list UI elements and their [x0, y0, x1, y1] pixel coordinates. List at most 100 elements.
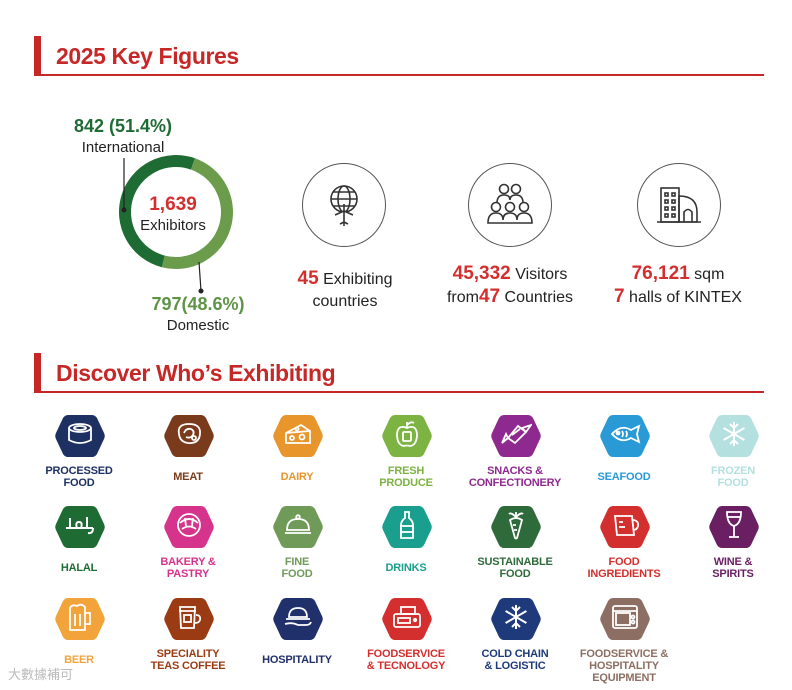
measuring-cup-icon	[599, 503, 651, 551]
key-figures-header: 2025 Key Figures	[34, 36, 764, 76]
category-frozen[interactable]: FROZEN FOOD	[678, 412, 788, 492]
beer-mug-icon	[54, 595, 106, 643]
category-label-line: DAIRY	[280, 471, 314, 483]
header-accent-bar	[34, 36, 41, 76]
visitors-label-2: Countries	[504, 289, 574, 306]
category-label: SUSTAINABLE FOOD	[460, 556, 570, 580]
category-label-line: INGREDIENTS	[587, 568, 661, 580]
visitors-label-1: Visitors	[515, 266, 568, 283]
venue-area-unit: sqm	[694, 266, 725, 283]
countries-label-2: countries	[312, 293, 378, 310]
category-label: BAKERY & PASTRY	[133, 556, 243, 580]
globe-plane-icon	[302, 163, 386, 247]
category-label-line: COLD CHAIN	[481, 648, 549, 660]
category-foodservice[interactable]: FOODSERVICE & HOSPITALITY EQUIPMENT	[569, 595, 679, 684]
category-label: COLD CHAIN & LOGISTIC	[460, 648, 570, 672]
exhibiting-title: Discover Who’s Exhibiting	[56, 360, 336, 386]
category-label: SEAFOOD	[569, 471, 679, 483]
category-label-line: SPECIALITY	[156, 648, 220, 660]
category-label-line: PASTRY	[166, 568, 210, 580]
category-label: BEER	[24, 654, 134, 666]
category-label-line: MEAT	[173, 471, 203, 483]
category-label: HALAL	[24, 562, 134, 574]
category-beer[interactable]: BEER	[24, 595, 134, 675]
category-sustainable[interactable]: SUSTAINABLE FOOD	[460, 503, 570, 583]
category-label-line: FOODSERVICE &	[579, 648, 669, 660]
category-label-line: FOOD	[281, 568, 313, 580]
category-label-line: HOSPITALITY	[262, 654, 332, 666]
category-label-line: FOOD	[63, 477, 95, 489]
category-drinks[interactable]: DRINKS	[351, 503, 461, 583]
oven-icon	[599, 595, 651, 643]
category-halal[interactable]: HALAL	[24, 503, 134, 583]
category-fresh[interactable]: FRESH PRODUCE	[351, 412, 461, 492]
category-label: FOOD INGREDIENTS	[569, 556, 679, 580]
exhibitor-total-label: Exhibitors	[140, 217, 206, 234]
venue-halls-number: 7	[614, 286, 625, 307]
category-fine[interactable]: FINE FOOD	[242, 503, 352, 583]
category-dairy[interactable]: DAIRY	[242, 412, 352, 492]
key-figures-title: 2025 Key Figures	[56, 43, 239, 69]
domestic-label: Domestic	[166, 317, 230, 334]
countries-label-1: Exhibiting	[323, 271, 393, 288]
category-speciality[interactable]: SPECIALITY TEAS COFFEE	[133, 595, 243, 675]
category-snacks[interactable]: SNACKS & CONFECTIONERY	[460, 412, 570, 492]
exhibiting-header: Discover Who’s Exhibiting	[34, 353, 764, 393]
serving-hand-icon	[272, 595, 324, 643]
venue-halls-label: halls of KINTEX	[629, 289, 742, 306]
exhibitor-total-value: 1,639	[149, 194, 197, 215]
halal-icon	[54, 503, 106, 551]
domestic-leader-dot	[198, 288, 204, 294]
domestic-value: 797(48.6%)	[151, 294, 245, 314]
visitors-countries-number: 47	[478, 286, 501, 307]
category-label-line: CONFECTIONERY	[468, 477, 562, 489]
fish-icon	[599, 412, 651, 460]
international-label: International	[81, 139, 165, 156]
category-label: WINE & SPIRITS	[678, 556, 788, 580]
category-food[interactable]: FOOD INGREDIENTS	[569, 503, 679, 583]
cheese-icon	[272, 412, 324, 460]
visitors-number: 45,332	[452, 263, 511, 284]
category-label: HOSPITALITY	[242, 654, 352, 666]
bottle-icon	[381, 503, 433, 551]
venue-stat: 76,121 sqm 7 halls of KINTEX	[598, 263, 758, 309]
category-label-line: BEER	[64, 654, 94, 666]
category-cold-chain[interactable]: COLD CHAIN & LOGISTIC	[460, 595, 570, 675]
category-label: SNACKS & CONFECTIONERY	[460, 465, 570, 489]
category-label: FRESH PRODUCE	[351, 465, 461, 489]
coffee-cup-icon	[163, 595, 215, 643]
category-label-line: FOOD	[608, 556, 640, 568]
building-icon	[637, 163, 721, 247]
category-label-line: HALAL	[60, 562, 98, 574]
category-hospitality[interactable]: HOSPITALITY	[242, 595, 352, 675]
canned-food-icon	[54, 412, 106, 460]
category-label-line: EQUIPMENT	[592, 672, 656, 684]
category-foodservice[interactable]: FOODSERVICE & TECNOLOGY	[351, 595, 461, 675]
category-seafood[interactable]: SEAFOOD	[569, 412, 679, 492]
watermark: 大數據補可	[8, 668, 74, 683]
category-label: SPECIALITY TEAS COFFEE	[133, 648, 243, 672]
category-meat[interactable]: MEAT	[133, 412, 243, 492]
international-value: 842 (51.4%)	[73, 116, 173, 136]
countries-number: 45	[297, 268, 319, 289]
cloche-icon	[272, 503, 324, 551]
category-label-line: FOOD	[717, 477, 749, 489]
category-label-line: BAKERY &	[160, 556, 216, 568]
category-label-line: WINE &	[713, 556, 753, 568]
header-divider	[34, 74, 764, 76]
category-label-line: HOSPITALITY	[589, 660, 659, 672]
visitors-stat: 45,332 Visitors from47 Countries	[420, 263, 600, 309]
snowflake-icon	[490, 595, 542, 643]
category-wine[interactable]: WINE & SPIRITS	[678, 503, 788, 583]
category-label-line: & LOGISTIC	[484, 660, 546, 672]
category-label-line: SNACKS &	[487, 465, 543, 477]
category-bakery[interactable]: BAKERY & PASTRY	[133, 503, 243, 583]
category-label-line: SEAFOOD	[597, 471, 651, 483]
category-label: PROCESSED FOOD	[24, 465, 134, 489]
candy-icon	[490, 412, 542, 460]
header-accent-bar	[34, 353, 41, 393]
category-label: FROZEN FOOD	[678, 465, 788, 489]
category-processed[interactable]: PROCESSED FOOD	[24, 412, 134, 492]
visitors-prefix-2: from	[446, 289, 479, 306]
